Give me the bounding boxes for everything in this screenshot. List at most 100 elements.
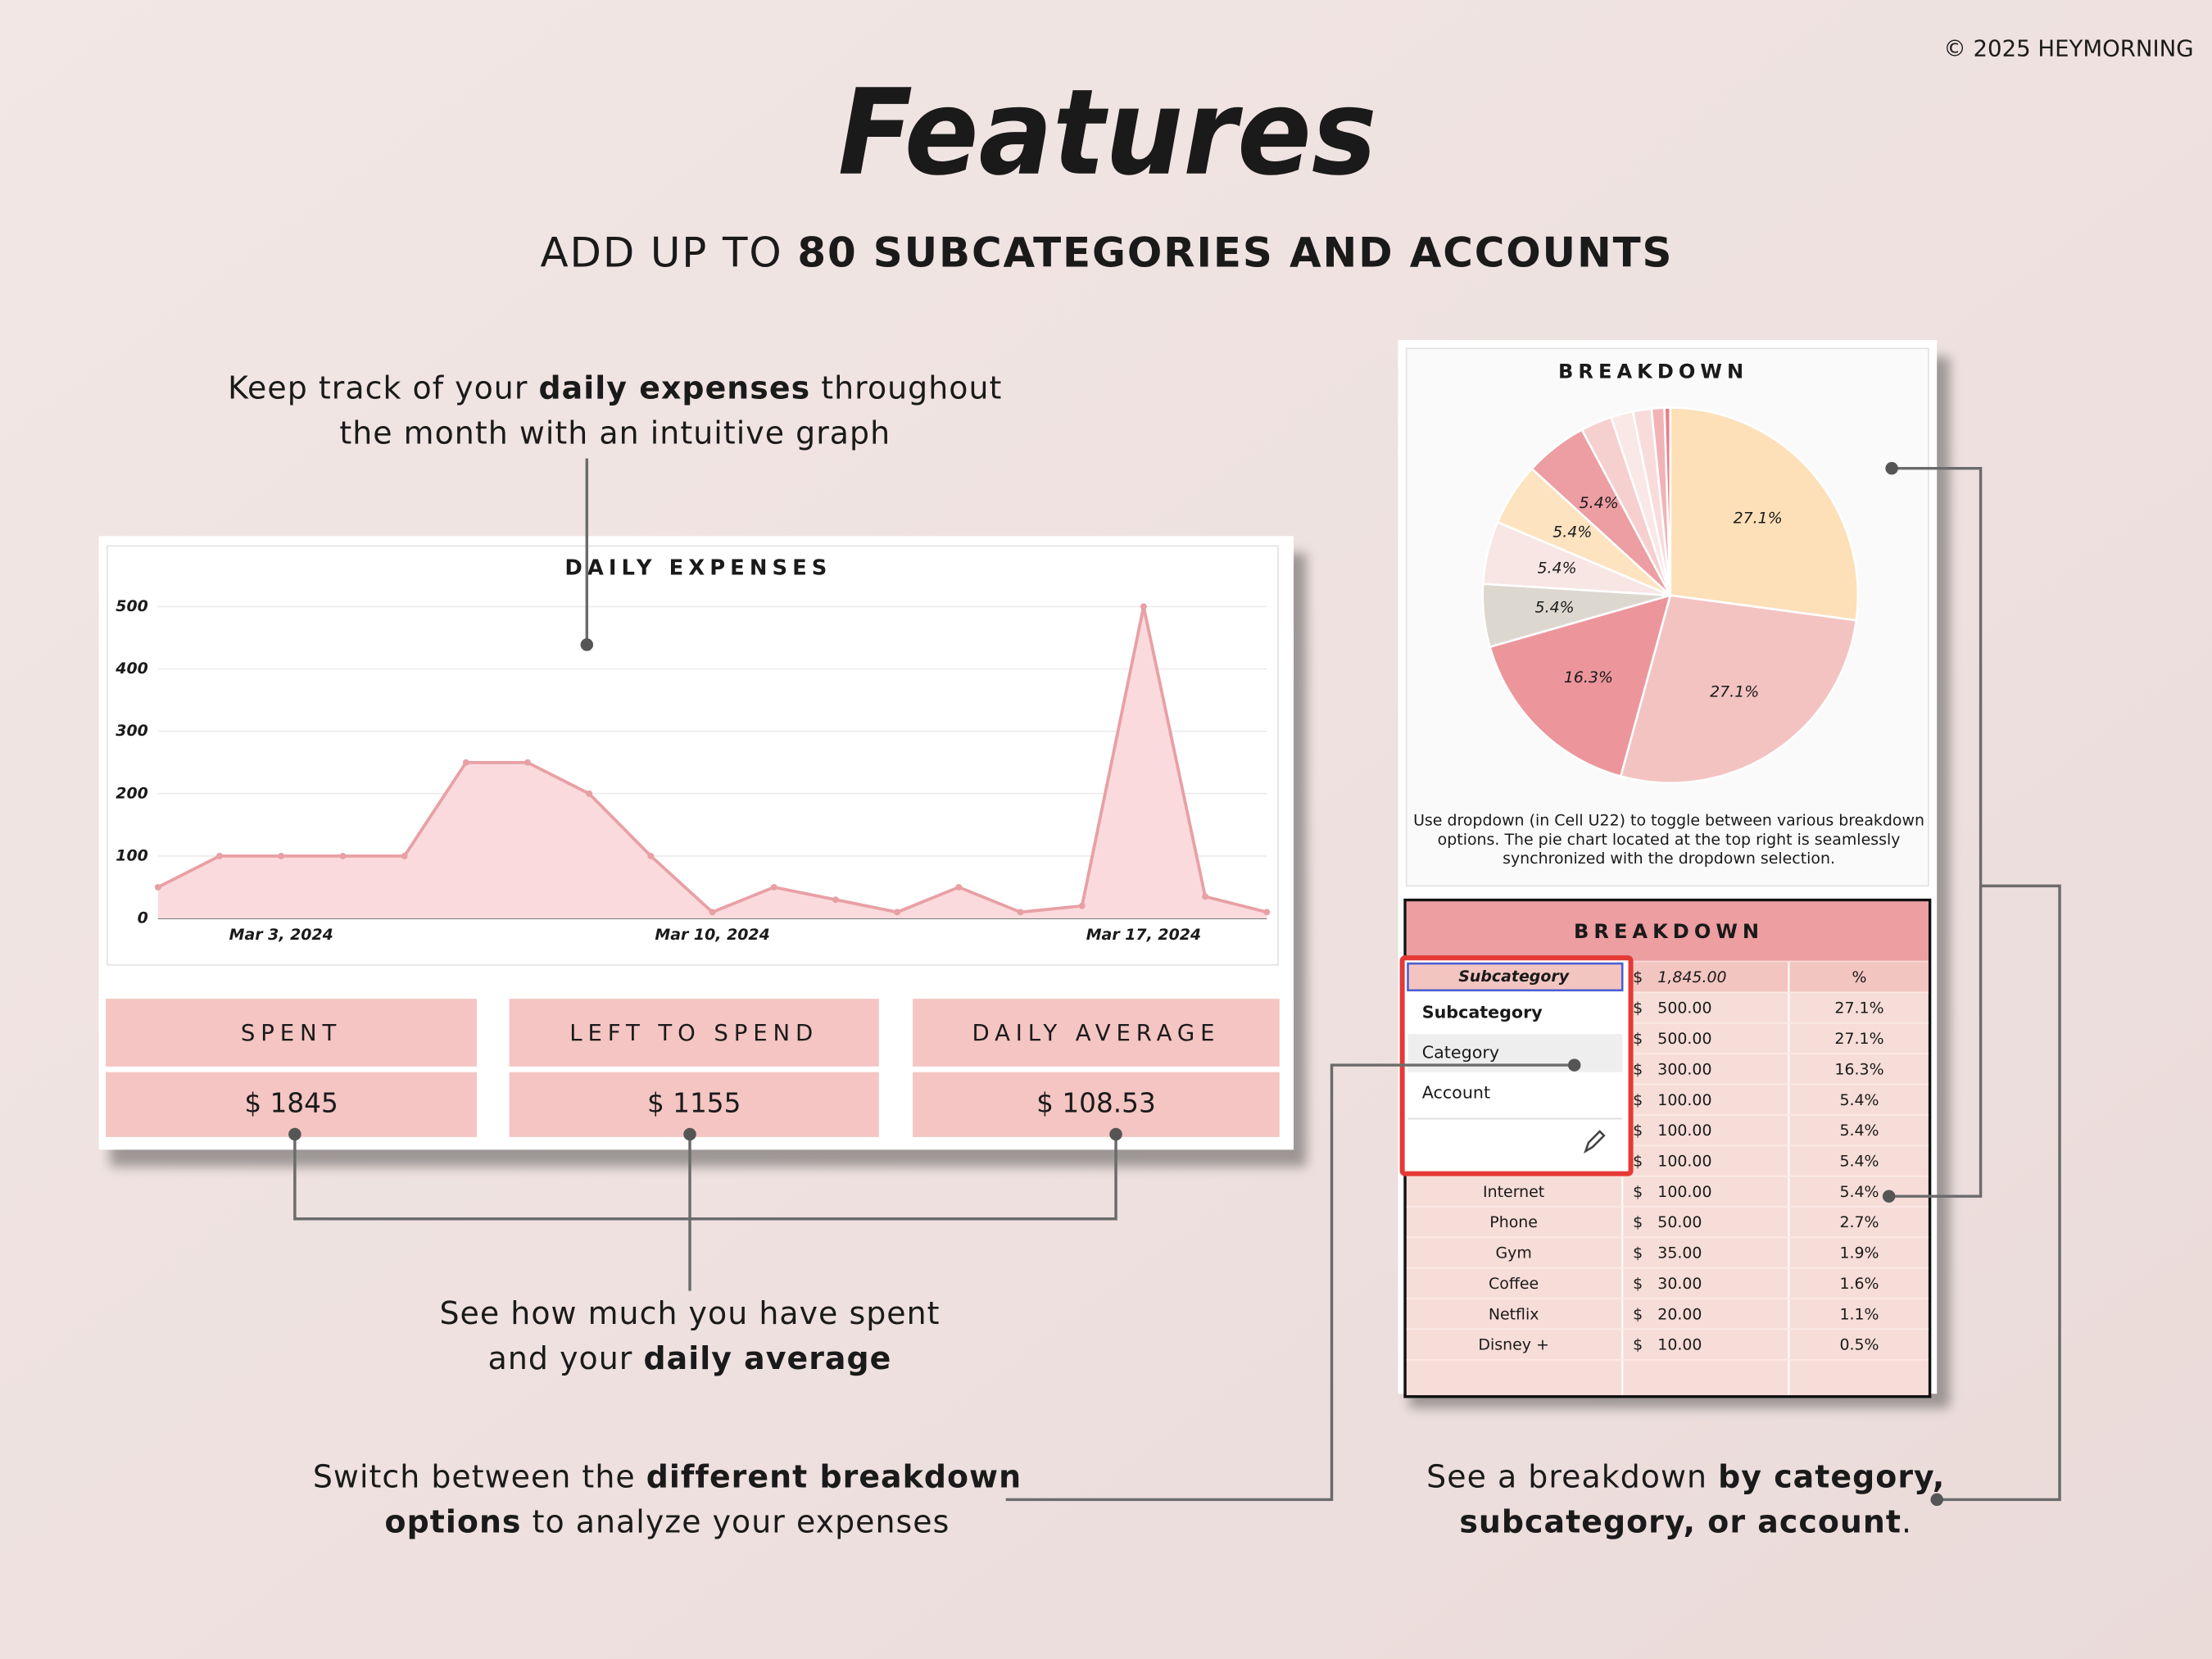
y-tick-label: 0 [138, 909, 148, 927]
y-tick-label: 300 [116, 722, 148, 740]
point [339, 852, 347, 859]
point [1078, 902, 1086, 909]
card-value: $ 1155 [647, 1087, 741, 1118]
dropdown-option[interactable]: Account [1422, 1083, 1490, 1103]
slice-label: 27.1% [1734, 510, 1783, 528]
row-pct: 5.4% [1839, 1091, 1879, 1109]
row-name: Coffee [1489, 1275, 1539, 1293]
text-run: the month with an intuitive graph [339, 415, 891, 451]
row-name: Disney + [1478, 1336, 1548, 1354]
card-value-bg [509, 1072, 879, 1137]
card-value-bg [913, 1072, 1280, 1137]
annotation: the month with an intuitive graph [339, 415, 891, 451]
row-amount: 100.00 [1657, 1183, 1711, 1201]
row-pct: 2.7% [1839, 1213, 1879, 1231]
row-amount: 100.00 [1657, 1091, 1711, 1109]
chart-title: BREAKDOWN [1558, 360, 1748, 383]
slice-label: 5.4% [1552, 523, 1592, 541]
dropdown-option[interactable]: Category [1422, 1042, 1499, 1062]
card-value: $ 108.53 [1036, 1087, 1156, 1118]
note: synchronized with the dropdown selection… [1503, 850, 1835, 868]
annotation: options to analyze your expenses [385, 1503, 950, 1539]
selected-value: Subcategory [1458, 968, 1570, 986]
pie-slice [1619, 594, 1858, 784]
row-amount: 50.00 [1657, 1213, 1702, 1231]
connector-dot [1567, 1058, 1581, 1072]
annotation: subcategory, or account. [1459, 1503, 1912, 1539]
row-amount: 300.00 [1657, 1060, 1711, 1078]
row-pct: 5.4% [1839, 1122, 1879, 1140]
header-cell: 1,845.00 [1657, 968, 1726, 986]
connector-dot [1882, 1190, 1896, 1203]
dropdown-option[interactable]: Subcategory [1422, 1002, 1543, 1022]
connector [1005, 1063, 1575, 1502]
row-amount: 100.00 [1657, 1153, 1711, 1171]
text-run: ADD UP TO [541, 229, 799, 276]
connector [1937, 884, 2061, 1502]
point [462, 759, 469, 766]
row-currency: $ [1633, 1153, 1643, 1171]
card-label: LEFT TO SPEND [569, 1020, 818, 1046]
x-tick-label: Mar 3, 2024 [229, 926, 333, 944]
card-label-bg [106, 999, 478, 1067]
row-pct: 27.1% [1834, 999, 1883, 1018]
connector-dot [1885, 461, 1898, 475]
row-pct: 1.6% [1839, 1275, 1879, 1293]
point [524, 759, 531, 766]
annotation: See how much you have spent [439, 1294, 940, 1330]
connector-dot [288, 1127, 301, 1141]
text-run: Switch between the [313, 1458, 646, 1494]
point [770, 883, 777, 891]
card-value-bg [106, 1072, 478, 1137]
note: Use dropdown (in Cell U22) to toggle bet… [1413, 812, 1924, 830]
text-run: throughout [810, 369, 1002, 406]
point [1263, 909, 1271, 916]
connector [1888, 466, 1983, 1198]
annotation: and your daily average [488, 1339, 892, 1376]
row-amount: 30.00 [1657, 1275, 1702, 1293]
row-amount: 10.00 [1657, 1336, 1702, 1354]
point [1017, 909, 1024, 916]
text-run: different breakdown [646, 1458, 1022, 1494]
row-name: Netflix [1489, 1305, 1539, 1323]
connector [293, 1134, 1117, 1221]
point [647, 852, 655, 859]
slice-label: 5.4% [1580, 494, 1619, 512]
point [894, 909, 901, 916]
row-currency: $ [1633, 1244, 1643, 1262]
point [216, 852, 224, 859]
row-pct: 0.5% [1839, 1336, 1879, 1354]
text-run: subcategory, or account [1459, 1503, 1902, 1539]
row-pct: 5.4% [1839, 1153, 1879, 1171]
row-currency: $ [1633, 1305, 1643, 1323]
pie-slice [1663, 406, 1672, 596]
annotation: See a breakdown by category, [1426, 1458, 1945, 1494]
slice-label: 5.4% [1535, 599, 1575, 617]
text-run: 80 SUBCATEGORIES AND ACCOUNTS [797, 229, 1675, 276]
point [832, 896, 839, 904]
row-name: Gym [1495, 1244, 1531, 1262]
y-tick-label: 400 [115, 660, 148, 678]
slice-label: 27.1% [1710, 683, 1759, 701]
page-title: Features [838, 65, 1377, 202]
row-amount: 500.00 [1657, 999, 1711, 1018]
text-run: Keep track of your [228, 369, 538, 406]
row-pct: 27.1% [1834, 1030, 1883, 1048]
pie-slice [1488, 593, 1672, 778]
text-run: daily average [643, 1339, 891, 1376]
row-currency: $ [1633, 1122, 1643, 1140]
row-currency: $ [1633, 1213, 1643, 1231]
card-label: SPENT [241, 1020, 342, 1046]
point [709, 909, 716, 916]
slice-label: 5.4% [1537, 560, 1576, 578]
point [586, 790, 593, 797]
text-run: to analyze your expenses [522, 1503, 950, 1539]
connector-dot [1109, 1127, 1122, 1141]
edit-icon [1584, 1130, 1606, 1154]
table-title: BREAKDOWN [1574, 920, 1764, 943]
card-label-bg [913, 999, 1280, 1067]
point [401, 852, 408, 859]
text-run: . [1902, 1503, 1912, 1539]
text-run: See a breakdown [1426, 1458, 1718, 1494]
